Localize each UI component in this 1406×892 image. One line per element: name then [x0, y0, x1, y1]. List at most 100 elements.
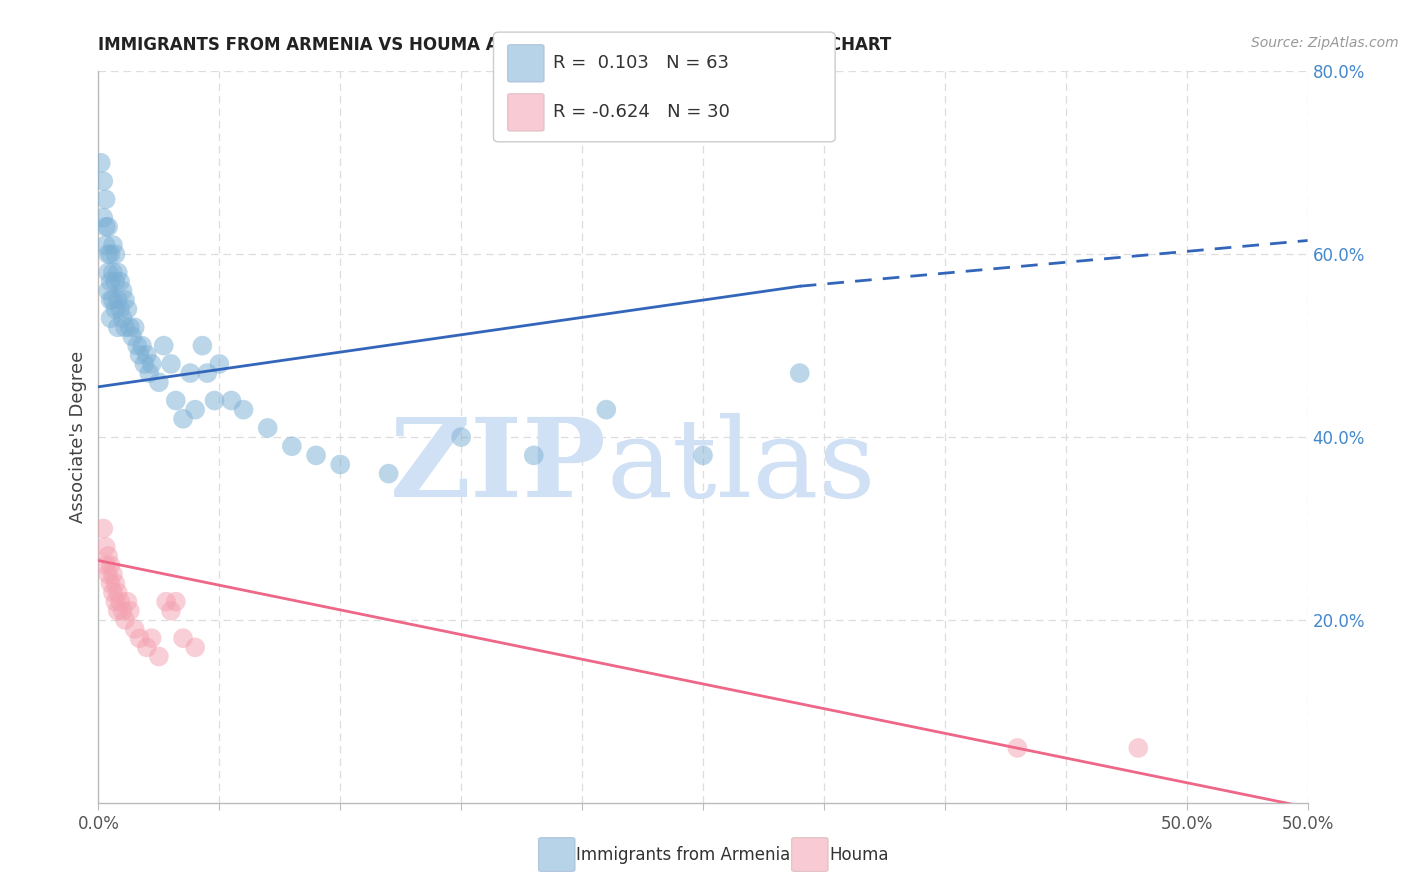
Point	[107, 320, 129, 334]
Text: IMMIGRANTS FROM ARMENIA VS HOUMA ASSOCIATE'S DEGREE CORRELATION CHART: IMMIGRANTS FROM ARMENIA VS HOUMA ASSOCIA…	[98, 36, 891, 54]
Text: Source: ZipAtlas.com: Source: ZipAtlas.com	[1251, 36, 1399, 50]
Point	[100, 558, 122, 573]
Point	[138, 366, 160, 380]
Point	[141, 632, 163, 646]
Point	[118, 320, 141, 334]
Point	[104, 301, 127, 317]
Point	[135, 348, 157, 362]
Text: atlas: atlas	[606, 413, 876, 520]
Point	[692, 449, 714, 463]
Point	[107, 293, 129, 307]
Point	[111, 604, 134, 618]
Point	[305, 449, 328, 463]
Point	[100, 293, 122, 307]
Point	[165, 393, 187, 408]
Point	[104, 576, 127, 591]
Point	[97, 219, 120, 234]
Point	[114, 613, 136, 627]
Point	[118, 604, 141, 618]
Point	[148, 376, 170, 390]
Point	[91, 174, 114, 188]
Point	[232, 402, 254, 417]
Point	[523, 449, 546, 463]
Point	[97, 247, 120, 261]
Point	[128, 632, 150, 646]
Point	[107, 266, 129, 280]
Point	[172, 412, 194, 426]
Point	[1007, 740, 1029, 755]
Point	[94, 238, 117, 252]
Point	[108, 594, 131, 608]
Point	[117, 301, 139, 317]
Point	[148, 649, 170, 664]
Y-axis label: Associate's Degree: Associate's Degree	[69, 351, 87, 524]
Point	[134, 357, 156, 371]
Point	[111, 284, 134, 298]
Text: R =  0.103   N = 63: R = 0.103 N = 63	[553, 54, 728, 72]
Point	[108, 301, 131, 317]
Point	[94, 540, 117, 554]
Point	[100, 275, 122, 289]
Point	[97, 284, 120, 298]
Point	[91, 211, 114, 225]
Point	[1128, 740, 1150, 755]
Point	[256, 421, 278, 435]
Point	[91, 521, 114, 535]
Point	[184, 402, 207, 417]
Point	[101, 567, 124, 582]
Point	[160, 357, 183, 371]
Point	[124, 622, 146, 636]
Point	[179, 366, 201, 380]
Point	[101, 266, 124, 280]
Point	[204, 393, 226, 408]
Point	[141, 357, 163, 371]
Point	[90, 156, 112, 170]
Point	[107, 585, 129, 599]
Point	[128, 348, 150, 362]
Point	[195, 366, 218, 380]
Point	[101, 293, 124, 307]
Point	[104, 594, 127, 608]
Point	[114, 320, 136, 334]
Point	[165, 594, 187, 608]
Point	[94, 558, 117, 573]
Point	[155, 594, 177, 608]
Point	[121, 329, 143, 343]
Point	[94, 192, 117, 206]
Point	[208, 357, 231, 371]
Point	[789, 366, 811, 380]
Point	[104, 247, 127, 261]
Point	[124, 320, 146, 334]
Point	[104, 275, 127, 289]
Point	[111, 311, 134, 326]
Point	[100, 247, 122, 261]
Point	[127, 338, 149, 352]
Point	[152, 338, 174, 352]
Point	[281, 439, 304, 453]
Point	[94, 219, 117, 234]
Point	[100, 311, 122, 326]
Point	[97, 266, 120, 280]
Text: ZIP: ZIP	[389, 413, 606, 520]
Text: R = -0.624   N = 30: R = -0.624 N = 30	[553, 103, 730, 121]
Point	[172, 632, 194, 646]
Point	[377, 467, 399, 481]
Point	[101, 238, 124, 252]
Point	[450, 430, 472, 444]
Point	[108, 275, 131, 289]
Point	[117, 594, 139, 608]
Point	[221, 393, 243, 408]
Point	[100, 576, 122, 591]
Point	[107, 604, 129, 618]
Point	[101, 585, 124, 599]
Point	[97, 567, 120, 582]
Point	[184, 640, 207, 655]
Point	[114, 293, 136, 307]
Point	[595, 402, 617, 417]
Point	[329, 458, 352, 472]
Point	[135, 640, 157, 655]
Text: Immigrants from Armenia: Immigrants from Armenia	[576, 846, 790, 863]
Point	[97, 549, 120, 563]
Point	[131, 338, 153, 352]
Text: Houma: Houma	[830, 846, 889, 863]
